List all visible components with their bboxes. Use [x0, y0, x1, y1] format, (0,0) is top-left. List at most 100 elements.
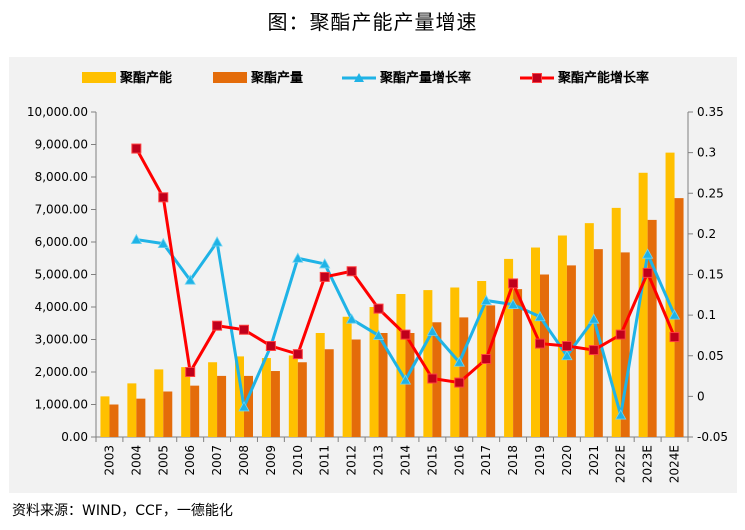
point-capacity-growth — [588, 345, 599, 356]
bar-capacity — [584, 223, 594, 437]
y-right-tick-label: 0.1 — [697, 308, 716, 322]
bar-output — [378, 333, 388, 437]
y-left-tick-label: 6,000.00 — [35, 235, 88, 249]
bar-capacity — [504, 258, 514, 437]
point-capacity-growth — [346, 266, 357, 277]
point-output-growth — [615, 409, 627, 420]
bar-capacity — [369, 307, 379, 437]
point-capacity-growth — [535, 338, 545, 349]
bar-output — [540, 274, 549, 437]
x-tick-label: 2023E — [641, 445, 655, 483]
y-left-tick-label: 8,000.00 — [35, 170, 88, 184]
point-output-growth — [641, 248, 654, 259]
x-tick-label: 2018 — [506, 445, 520, 476]
point-capacity-growth — [454, 377, 465, 388]
point-capacity-growth — [131, 143, 142, 154]
point-output-growth — [130, 233, 143, 244]
y-left-tick-label: 10,000.00 — [27, 105, 88, 119]
page-title: 图：聚酯产能产量增速 — [267, 10, 478, 34]
bar-output — [163, 391, 173, 437]
bar-capacity — [423, 290, 433, 437]
x-tick-label: 2016 — [452, 445, 466, 476]
x-tick-label: 2019 — [533, 445, 547, 476]
legend-capacity-swatch — [82, 72, 116, 83]
bar-capacity — [288, 355, 298, 437]
point-capacity-growth — [158, 192, 169, 203]
point-output-growth — [399, 374, 412, 385]
bar-output — [324, 349, 334, 437]
x-tick-label: 2013 — [372, 445, 386, 476]
x-tick-label: 2017 — [479, 445, 493, 476]
bar-output — [109, 404, 119, 437]
point-capacity-growth — [319, 271, 330, 282]
point-output-growth — [238, 401, 250, 412]
y-right-tick-label: -0.05 — [697, 430, 728, 444]
point-output-growth — [588, 313, 600, 324]
x-tick-label: 2014 — [398, 445, 412, 476]
y-left-tick-label: 2,000.00 — [35, 365, 88, 379]
bars — [100, 152, 684, 437]
y-left-tick-label: 9,000.00 — [35, 138, 88, 152]
point-capacity-growth — [292, 349, 303, 360]
bar-output — [405, 333, 415, 437]
x-tick-label: 2021 — [587, 445, 601, 476]
bar-capacity — [611, 207, 621, 437]
bar-capacity — [127, 383, 137, 437]
bar-output — [270, 371, 280, 437]
bar-output — [620, 252, 630, 437]
x-tick-label: 2005 — [156, 445, 170, 476]
y-left-tick-label: 7,000.00 — [35, 203, 88, 217]
point-capacity-growth — [669, 332, 680, 343]
y-right-tick-label: 0.05 — [697, 349, 724, 363]
bar-output — [351, 339, 361, 437]
point-output-growth — [157, 237, 169, 249]
x-tick-label: 2003 — [102, 445, 116, 476]
y-left-tick-label: 5,000.00 — [35, 268, 88, 282]
y-left-tick-label: 3,000.00 — [35, 333, 88, 347]
point-output-growth — [561, 349, 573, 361]
bar-capacity — [100, 396, 110, 437]
y-left-tick-label: 4,000.00 — [35, 300, 88, 314]
point-capacity-growth — [481, 354, 492, 364]
point-capacity-growth — [373, 303, 384, 314]
point-output-growth — [668, 309, 681, 320]
legend-capacity-label: 聚酯产能 — [119, 70, 172, 86]
bar-output — [190, 385, 200, 437]
point-capacity-growth — [508, 278, 519, 289]
bar-output — [136, 398, 146, 437]
y-left-tick-label: 0.00 — [61, 430, 88, 444]
bar-capacity — [235, 356, 244, 437]
point-capacity-growth — [185, 367, 196, 377]
x-tick-label: 2009 — [264, 445, 278, 476]
y-right-tick-label: 0.15 — [697, 268, 724, 282]
bar-capacity — [261, 358, 271, 437]
bar-capacity — [557, 235, 567, 437]
y-right-tick-label: 0.2 — [697, 227, 716, 241]
point-capacity-growth — [212, 320, 223, 331]
bar-output — [486, 305, 496, 437]
x-tick-label: 2015 — [425, 445, 439, 476]
y-right-tick-label: 0.3 — [697, 146, 716, 160]
point-capacity-growth — [615, 329, 626, 340]
bar-output — [217, 375, 227, 437]
bar-output — [297, 362, 307, 437]
bar-capacity — [154, 369, 164, 437]
bar-output — [647, 219, 657, 437]
bar-capacity — [638, 172, 648, 437]
x-tick-label: 2020 — [560, 445, 574, 476]
bar-capacity — [181, 367, 191, 437]
point-output-growth — [184, 274, 196, 285]
x-tick-label: 2012 — [345, 445, 359, 476]
x-tick-label: 2024E — [668, 445, 682, 483]
point-output-growth — [372, 329, 385, 340]
y-right-tick-label: 0.35 — [697, 105, 724, 119]
x-tick-label: 2022E — [614, 445, 628, 483]
point-output-growth — [211, 236, 223, 247]
bar-capacity — [315, 333, 325, 437]
point-output-growth — [426, 325, 439, 336]
bar-output — [244, 375, 253, 437]
bar-output — [513, 289, 523, 437]
legend-output-swatch — [213, 72, 247, 83]
point-capacity-growth — [561, 341, 572, 351]
